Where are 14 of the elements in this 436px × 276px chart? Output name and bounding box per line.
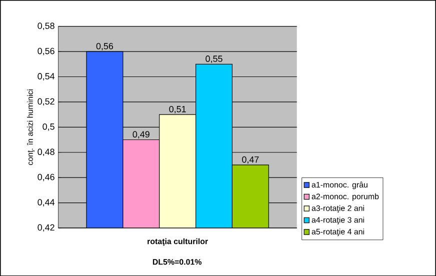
data-label: 0,55 bbox=[206, 55, 222, 63]
data-label: 0,49 bbox=[132, 131, 150, 138]
y-tick-label: 0,42 bbox=[38, 224, 54, 232]
data-label: 0,51 bbox=[169, 106, 186, 114]
y-tick-label: 0,5 bbox=[42, 123, 54, 131]
y-tick-label: 0,54 bbox=[38, 72, 55, 80]
y-tick-label: 0,58 bbox=[38, 22, 54, 30]
y-tick-label: 0,44 bbox=[38, 198, 55, 206]
y-tick-label: 0,48 bbox=[38, 148, 54, 156]
data-label: 0,56 bbox=[96, 42, 114, 50]
y-tick-label: 0,56 bbox=[38, 48, 54, 56]
y-tick-label: 0,52 bbox=[38, 98, 54, 106]
y-tick-label: 0,46 bbox=[38, 174, 54, 182]
data-label: 0,47 bbox=[242, 156, 259, 164]
